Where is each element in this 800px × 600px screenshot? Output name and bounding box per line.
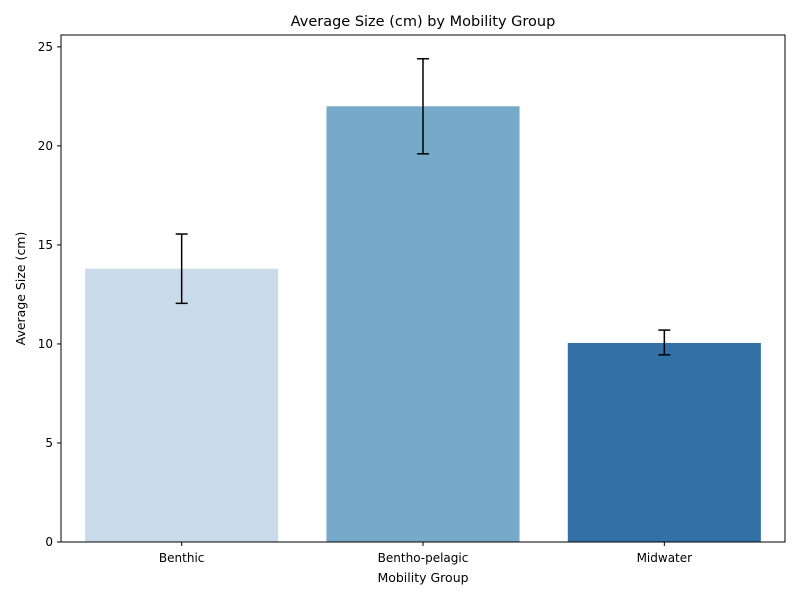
x-axis-label: Mobility Group bbox=[377, 570, 468, 585]
y-tick-label: 5 bbox=[45, 436, 53, 450]
y-axis: 0 5 10 15 20 25 bbox=[38, 40, 61, 549]
bar-bentho-pelagic bbox=[326, 106, 520, 542]
y-tick-label: 20 bbox=[38, 139, 53, 153]
bar-midwater bbox=[567, 342, 761, 542]
error-bar bbox=[175, 233, 188, 305]
x-tick-label: Midwater bbox=[637, 551, 693, 565]
chart-title: Average Size (cm) by Mobility Group bbox=[291, 14, 556, 30]
bars bbox=[85, 106, 761, 542]
y-tick-label: 25 bbox=[38, 40, 53, 54]
error-bars bbox=[175, 58, 671, 356]
y-tick-label: 0 bbox=[45, 535, 53, 549]
x-tick-label: Bentho-pelagic bbox=[378, 551, 469, 565]
x-tick-label: Benthic bbox=[159, 551, 204, 565]
error-bar bbox=[658, 329, 671, 356]
bar-benthic bbox=[85, 268, 279, 542]
x-axis: Benthic Bentho-pelagic Midwater bbox=[159, 542, 692, 565]
y-axis-label: Average Size (cm) bbox=[13, 232, 28, 346]
y-tick-label: 10 bbox=[38, 337, 53, 351]
y-tick-label: 15 bbox=[38, 238, 53, 252]
error-bar bbox=[417, 58, 429, 155]
